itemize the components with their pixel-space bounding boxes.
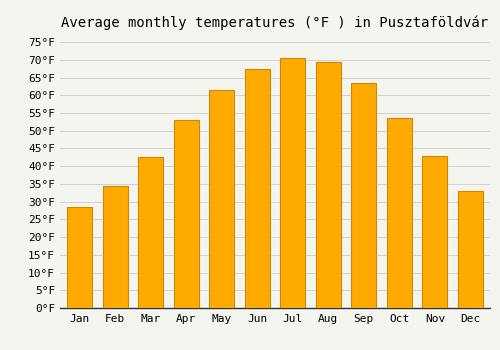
Bar	[280, 58, 305, 308]
Title: Average monthly temperatures (°F ) in Pusztaföldvár: Average monthly temperatures (°F ) in Pu…	[62, 15, 488, 30]
Bar	[102, 186, 128, 308]
Bar	[387, 118, 412, 308]
Bar	[210, 90, 234, 308]
Bar	[316, 62, 340, 308]
Bar	[67, 207, 92, 308]
Bar	[245, 69, 270, 308]
Bar	[422, 155, 448, 308]
Bar	[174, 120, 199, 308]
Bar	[138, 157, 163, 308]
Bar	[352, 83, 376, 308]
Bar	[458, 191, 483, 308]
